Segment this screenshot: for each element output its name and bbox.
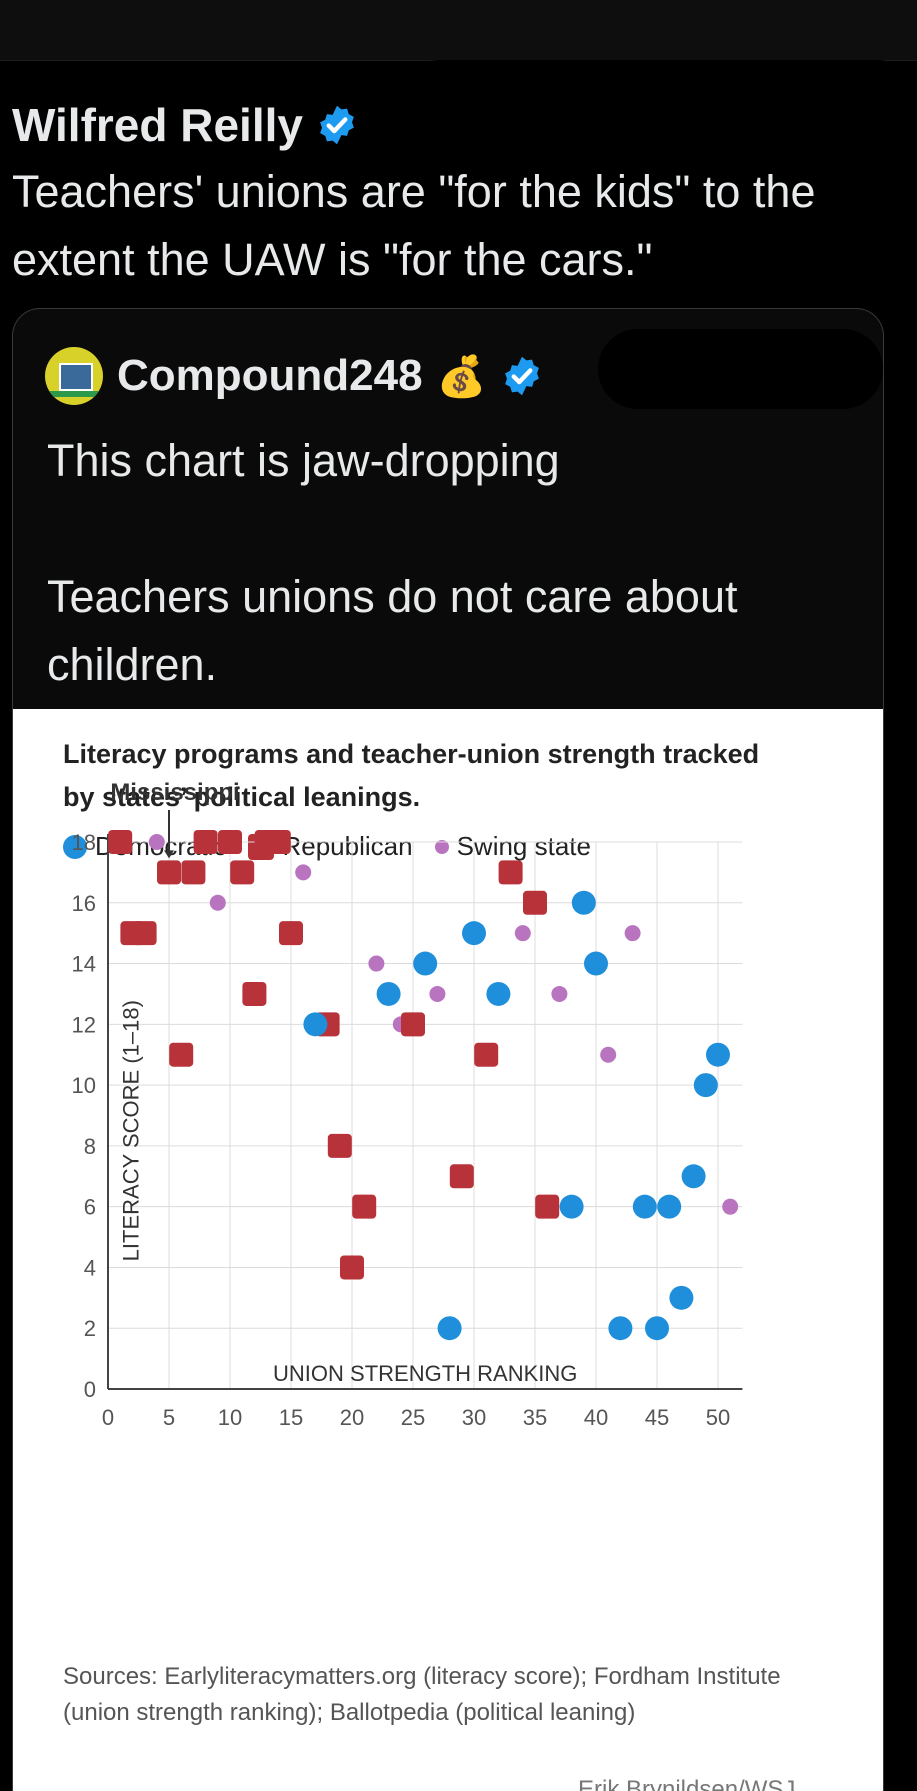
x-tick-label: 35: [523, 1405, 547, 1430]
swing-point: [624, 925, 641, 942]
swing-point: [722, 1198, 739, 1215]
legend-label: Republican: [282, 831, 413, 861]
republican-point: [449, 1164, 474, 1189]
x-tick-label: 30: [462, 1405, 486, 1430]
chart-image[interactable]: Literacy programs and teacher-union stre…: [13, 709, 883, 1791]
republican-point: [352, 1194, 377, 1219]
republican-point: [242, 981, 267, 1006]
democratic-point: [693, 1073, 718, 1098]
y-tick-label: 10: [72, 1073, 96, 1098]
republican-point: [523, 890, 547, 915]
republican-point: [401, 1012, 425, 1037]
y-tick-label: 12: [72, 1012, 96, 1037]
x-tick-label: 20: [340, 1405, 364, 1430]
chart-sources: Sources: Earlyliteracymatters.org (liter…: [63, 1663, 781, 1726]
swing-point: [514, 925, 531, 942]
post-author[interactable]: Wilfred Reilly: [12, 98, 359, 152]
republican-point: [230, 860, 255, 885]
swing-point: [295, 864, 312, 881]
democratic-point: [413, 951, 438, 976]
x-tick-label: 45: [645, 1405, 669, 1430]
y-tick-label: 18: [72, 830, 96, 855]
democratic-point: [376, 981, 401, 1006]
post-text: Teachers' unions are "for the kids" to t…: [12, 166, 816, 285]
democratic-point: [632, 1194, 657, 1219]
democratic-point: [657, 1194, 682, 1219]
x-tick-label: 0: [102, 1405, 114, 1430]
verified-icon: [505, 356, 540, 396]
y-tick-label: 14: [72, 952, 96, 977]
x-tick-label: 5: [163, 1405, 175, 1430]
post-author-name[interactable]: Wilfred Reilly: [12, 99, 303, 151]
y-tick-label: 0: [84, 1377, 96, 1402]
democratic-point: [584, 951, 608, 976]
redacted-area: [400, 60, 917, 148]
republican-point: [108, 830, 133, 854]
y-tick-label: 2: [84, 1316, 96, 1341]
quote-author[interactable]: Compound248 💰: [45, 347, 544, 405]
annotation-mississippi: Mississippi: [110, 779, 239, 806]
democratic-point: [303, 1012, 328, 1037]
avatar[interactable]: [45, 347, 103, 405]
democratic-point: [486, 981, 511, 1006]
y-tick-label: 4: [84, 1255, 96, 1280]
democratic-point: [706, 1042, 730, 1067]
republican-point: [132, 921, 157, 946]
chart-title: Literacy programs and teacher-union stre…: [63, 739, 760, 812]
y-tick-label: 8: [84, 1134, 96, 1159]
democratic-point: [571, 890, 596, 915]
x-tick-label: 50: [706, 1405, 730, 1430]
verified-icon: [320, 105, 354, 145]
quoted-post[interactable]: Compound248 💰 This chart is jaw-dropping…: [12, 308, 884, 1791]
x-tick-label: 10: [218, 1405, 242, 1430]
republican-point: [279, 921, 303, 946]
republican-point: [169, 1042, 194, 1067]
republican-point: [340, 1255, 364, 1280]
republican-point: [157, 860, 181, 885]
republican-point: [498, 860, 523, 885]
republican-point: [535, 1194, 560, 1219]
republican-point: [193, 830, 218, 854]
democratic-point: [645, 1316, 669, 1341]
democratic-point: [437, 1316, 462, 1341]
swing-point: [368, 955, 385, 972]
legend-swing: Swing state: [434, 831, 591, 862]
quote-text: This chart is jaw-dropping Teachers unio…: [47, 435, 738, 690]
swing-marker-icon: [434, 839, 449, 854]
democratic-point: [462, 921, 486, 946]
democratic-marker-icon: [63, 834, 87, 859]
y-tick-label: 16: [72, 891, 96, 916]
republican-point: [266, 830, 291, 854]
legend-label: Swing state: [456, 831, 591, 861]
redacted-area: [598, 329, 883, 409]
swing-point: [429, 985, 446, 1002]
democratic-point: [608, 1316, 633, 1341]
republican-point: [327, 1133, 352, 1158]
swing-point: [600, 1046, 617, 1063]
republican-point: [181, 860, 206, 885]
top-bar: [0, 0, 917, 61]
x-tick-label: 15: [279, 1405, 303, 1430]
x-tick-label: 25: [401, 1405, 425, 1430]
swing-point: [148, 834, 165, 850]
scatter-plot: 0 2 4 6 8 10 12 14 16 18 0 5 10 15 20 25 30 35 40 45 50 UNION…: [72, 779, 743, 1430]
swing-point: [551, 985, 568, 1002]
chart-credit: Erik Brynildsen/WSJ: [578, 1776, 796, 1791]
money-bag-icon: 💰: [436, 354, 487, 399]
democratic-point: [681, 1164, 706, 1189]
y-axis-label: LITERACY SCORE (1–18): [118, 1000, 143, 1261]
democratic-point: [669, 1285, 694, 1310]
quote-author-name[interactable]: Compound248: [117, 351, 423, 400]
swing-point: [209, 894, 226, 911]
republican-point: [474, 1042, 499, 1067]
annotation-arrowhead: [164, 850, 174, 859]
y-tick-label: 6: [84, 1195, 96, 1220]
democratic-point: [559, 1194, 584, 1219]
x-axis-label: UNION STRENGTH RANKING: [273, 1361, 577, 1386]
republican-point: [218, 830, 242, 854]
x-tick-label: 40: [584, 1405, 608, 1430]
